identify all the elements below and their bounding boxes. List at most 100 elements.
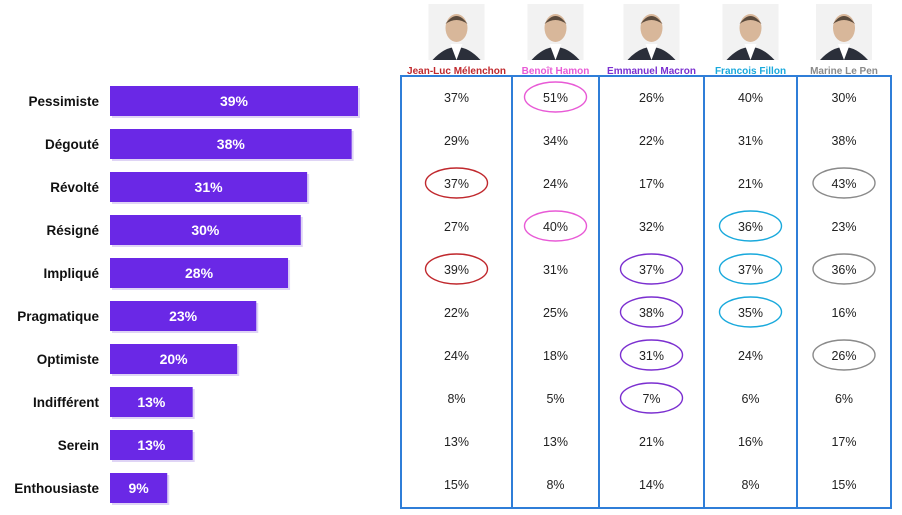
cell-value: 17% (639, 177, 664, 191)
cell-value: 16% (738, 435, 763, 449)
bar (110, 301, 257, 331)
bar-value-label: 38% (217, 136, 246, 152)
cell-value: 5% (546, 392, 564, 406)
cell-value: 7% (642, 392, 660, 406)
cell-value: 6% (741, 392, 759, 406)
bar-value-label: 39% (220, 93, 249, 109)
cell-value: 25% (543, 306, 568, 320)
cell-value: 18% (543, 349, 568, 363)
bar-value-label: 13% (137, 394, 166, 410)
bar (110, 344, 238, 374)
highlight-ellipse (812, 253, 876, 285)
candidate-portrait (722, 4, 779, 60)
cell-value: 8% (546, 478, 564, 492)
cell-value: 31% (639, 349, 664, 363)
bar-value-label: 20% (160, 351, 189, 367)
bar (110, 215, 301, 245)
cell-value: 31% (543, 263, 568, 277)
category-label: Optimiste (37, 352, 100, 367)
bar (110, 430, 193, 460)
candidate-column (796, 75, 892, 509)
highlight-ellipse (619, 339, 684, 371)
cell-value: 17% (831, 435, 856, 449)
cell-value: 36% (831, 263, 856, 277)
cell-value: 13% (543, 435, 568, 449)
candidate-portrait (527, 4, 584, 60)
highlight-ellipse (424, 167, 489, 199)
category-label: Résigné (46, 223, 99, 238)
candidate-name: Jean-Luc Mélenchon (407, 66, 506, 77)
candidate-portrait (623, 4, 680, 60)
bar (110, 387, 193, 417)
highlight-ellipse (619, 382, 684, 414)
bar-value-label: 9% (128, 480, 149, 496)
cell-value: 40% (738, 91, 763, 105)
cell-value: 14% (639, 478, 664, 492)
candidate-name: Benoît Hamon (522, 66, 590, 77)
cell-value: 37% (639, 263, 664, 277)
bar (110, 86, 358, 116)
cell-value: 38% (639, 306, 664, 320)
cell-value: 43% (831, 177, 856, 191)
cell-value: 51% (543, 91, 568, 105)
highlight-ellipse (523, 210, 588, 242)
cell-value: 40% (543, 220, 568, 234)
cell-value: 16% (831, 306, 856, 320)
highlight-ellipse (424, 253, 489, 285)
cell-value: 31% (738, 134, 763, 148)
cell-value: 38% (831, 134, 856, 148)
bar-value-label: 28% (185, 265, 214, 281)
candidate-portrait (428, 4, 485, 60)
cell-value: 15% (831, 478, 856, 492)
category-label: Enthousiaste (14, 481, 99, 496)
cell-value: 22% (639, 134, 664, 148)
cell-value: 37% (738, 263, 763, 277)
candidate-table: Jean-Luc Mélenchon 37% 29% 37% 27% 39% 22% 24% 8… (400, 4, 892, 509)
candidate-name: Marine Le Pen (810, 66, 878, 77)
cell-value: 23% (831, 220, 856, 234)
cell-value: 21% (738, 177, 763, 191)
highlight-ellipse (718, 296, 783, 328)
highlight-ellipse (619, 296, 684, 328)
cell-value: 36% (738, 220, 763, 234)
bar-value-label: 31% (195, 179, 224, 195)
cell-value: 6% (835, 392, 853, 406)
highlight-ellipse (523, 81, 588, 113)
category-labels: Pessimiste Dégouté Révolté Résigné Impliqué P… (14, 94, 99, 496)
cell-value: 39% (444, 263, 469, 277)
category-label: Révolté (50, 180, 99, 195)
highlight-ellipse (619, 253, 684, 285)
cell-value: 8% (741, 478, 759, 492)
bar (110, 172, 308, 202)
cell-value: 24% (738, 349, 763, 363)
cell-value: 24% (543, 177, 568, 191)
cell-value: 27% (444, 220, 469, 234)
cell-value: 22% (444, 306, 469, 320)
cell-value: 37% (444, 177, 469, 191)
bar-value-label: 13% (137, 437, 166, 453)
overall-bars: 39% 38% 31% 30% 28% 23% 20% 13% 13% 9% (110, 86, 360, 505)
cell-value: 30% (831, 91, 856, 105)
bar-value-label: 30% (191, 222, 220, 238)
cell-value: 13% (444, 435, 469, 449)
category-label: Indifférent (33, 395, 100, 410)
category-label: Serein (58, 438, 99, 453)
bar (110, 258, 289, 288)
cell-value: 21% (639, 435, 664, 449)
cell-value: 37% (444, 91, 469, 105)
highlight-ellipse (718, 210, 783, 242)
cell-value: 24% (444, 349, 469, 363)
cell-value: 26% (831, 349, 856, 363)
category-label: Pragmatique (17, 309, 99, 324)
highlight-ellipse (718, 253, 783, 285)
cell-value: 29% (444, 134, 469, 148)
cell-value: 35% (738, 306, 763, 320)
candidate-name: Emmanuel Macron (607, 66, 696, 77)
highlight-ellipse (812, 167, 876, 199)
cell-value: 26% (639, 91, 664, 105)
cell-value: 15% (444, 478, 469, 492)
highlight-ellipse (812, 339, 876, 371)
cell-value: 32% (639, 220, 664, 234)
candidate-name: Francois Fillon (715, 66, 786, 77)
